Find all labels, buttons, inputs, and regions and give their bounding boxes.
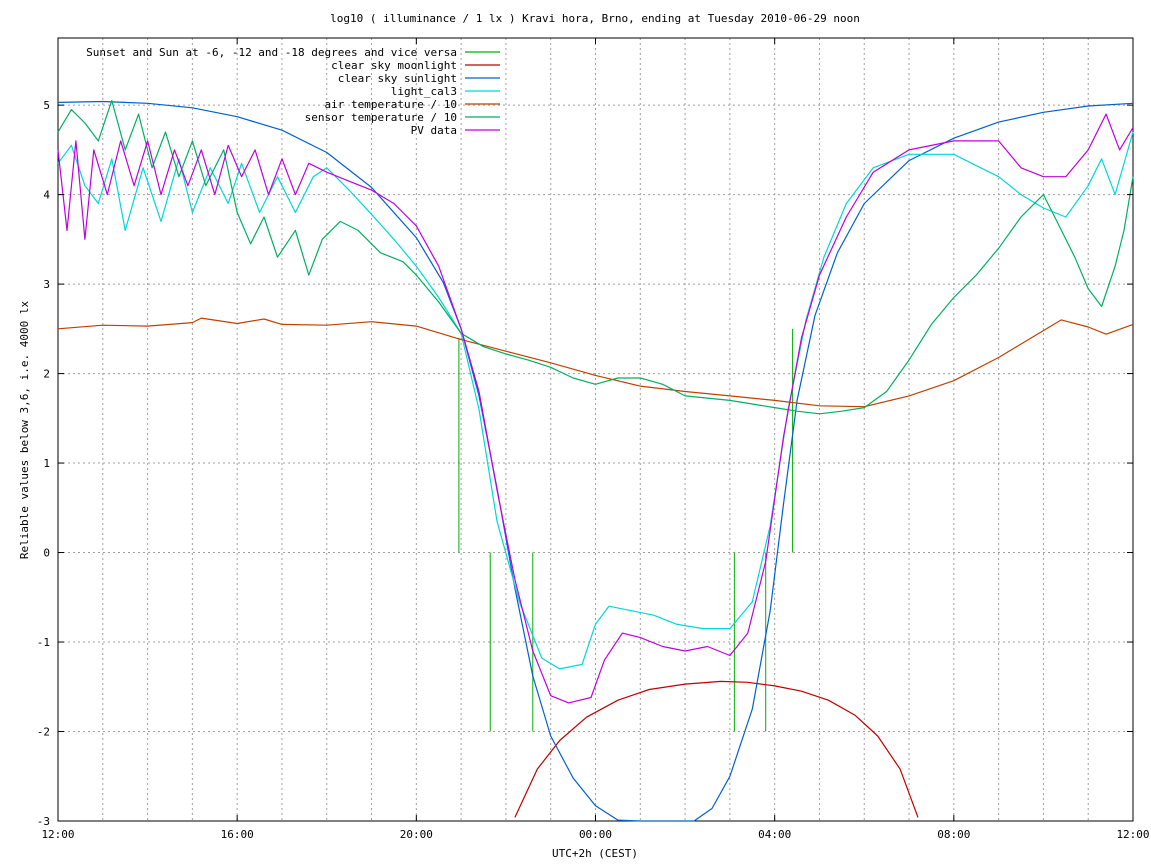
y-tick-label: 3: [43, 278, 50, 291]
x-tick-label: 12:00: [1116, 828, 1149, 841]
y-tick-label: -3: [37, 815, 50, 828]
series-2: [514, 680, 919, 818]
x-axis-label: UTC+2h (CEST): [552, 847, 638, 860]
y-tick-label: -1: [37, 636, 50, 649]
legend-label: PV data: [411, 124, 457, 137]
series-line: [514, 680, 919, 818]
y-tick-label: 4: [43, 189, 50, 202]
x-tick-label: 04:00: [758, 828, 791, 841]
series-7: [57, 113, 1134, 704]
x-tick-label: 12:00: [41, 828, 74, 841]
x-tick-label: 20:00: [400, 828, 433, 841]
legend-label: Sunset and Sun at -6, -12 and -18 degree…: [86, 46, 457, 59]
x-tick-label: 00:00: [579, 828, 612, 841]
series-line: [57, 113, 1134, 704]
series-line: [57, 100, 1134, 822]
legend-label: sensor temperature / 10: [305, 111, 457, 124]
grid-layer: [58, 38, 1133, 821]
series-4: [57, 131, 1134, 670]
series-5: [57, 317, 1134, 408]
y-tick-label: 2: [43, 368, 50, 381]
legend-label: clear sky moonlight: [331, 59, 457, 72]
series-layer: [57, 100, 1134, 822]
y-tick-label: -2: [37, 726, 50, 739]
y-axis-label: Reliable values below 3,6, i.e. 4000 lx: [18, 300, 31, 559]
legend: Sunset and Sun at -6, -12 and -18 degree…: [86, 46, 500, 137]
series-1: [458, 328, 794, 732]
series-line: [57, 100, 1134, 415]
legend-label: air temperature / 10: [325, 98, 457, 111]
series-line: [57, 317, 1134, 408]
series-line: [57, 131, 1134, 670]
x-tick-label: 08:00: [937, 828, 970, 841]
x-tick-label: 16:00: [221, 828, 254, 841]
chart-title: log10 ( illuminance / 1 lx ) Kravi hora,…: [330, 12, 860, 25]
series-3: [57, 100, 1134, 822]
legend-label: light_cal3: [391, 85, 457, 98]
y-tick-label: 1: [43, 457, 50, 470]
series-6: [57, 100, 1134, 415]
legend-label: clear sky sunlight: [338, 72, 457, 85]
tick-layer: 12:00 16:00 20:00 00:00 04:00 08:00 12:00-3-2-…: [37, 38, 1150, 841]
y-tick-label: 0: [43, 547, 50, 560]
y-tick-label: 5: [43, 99, 50, 112]
